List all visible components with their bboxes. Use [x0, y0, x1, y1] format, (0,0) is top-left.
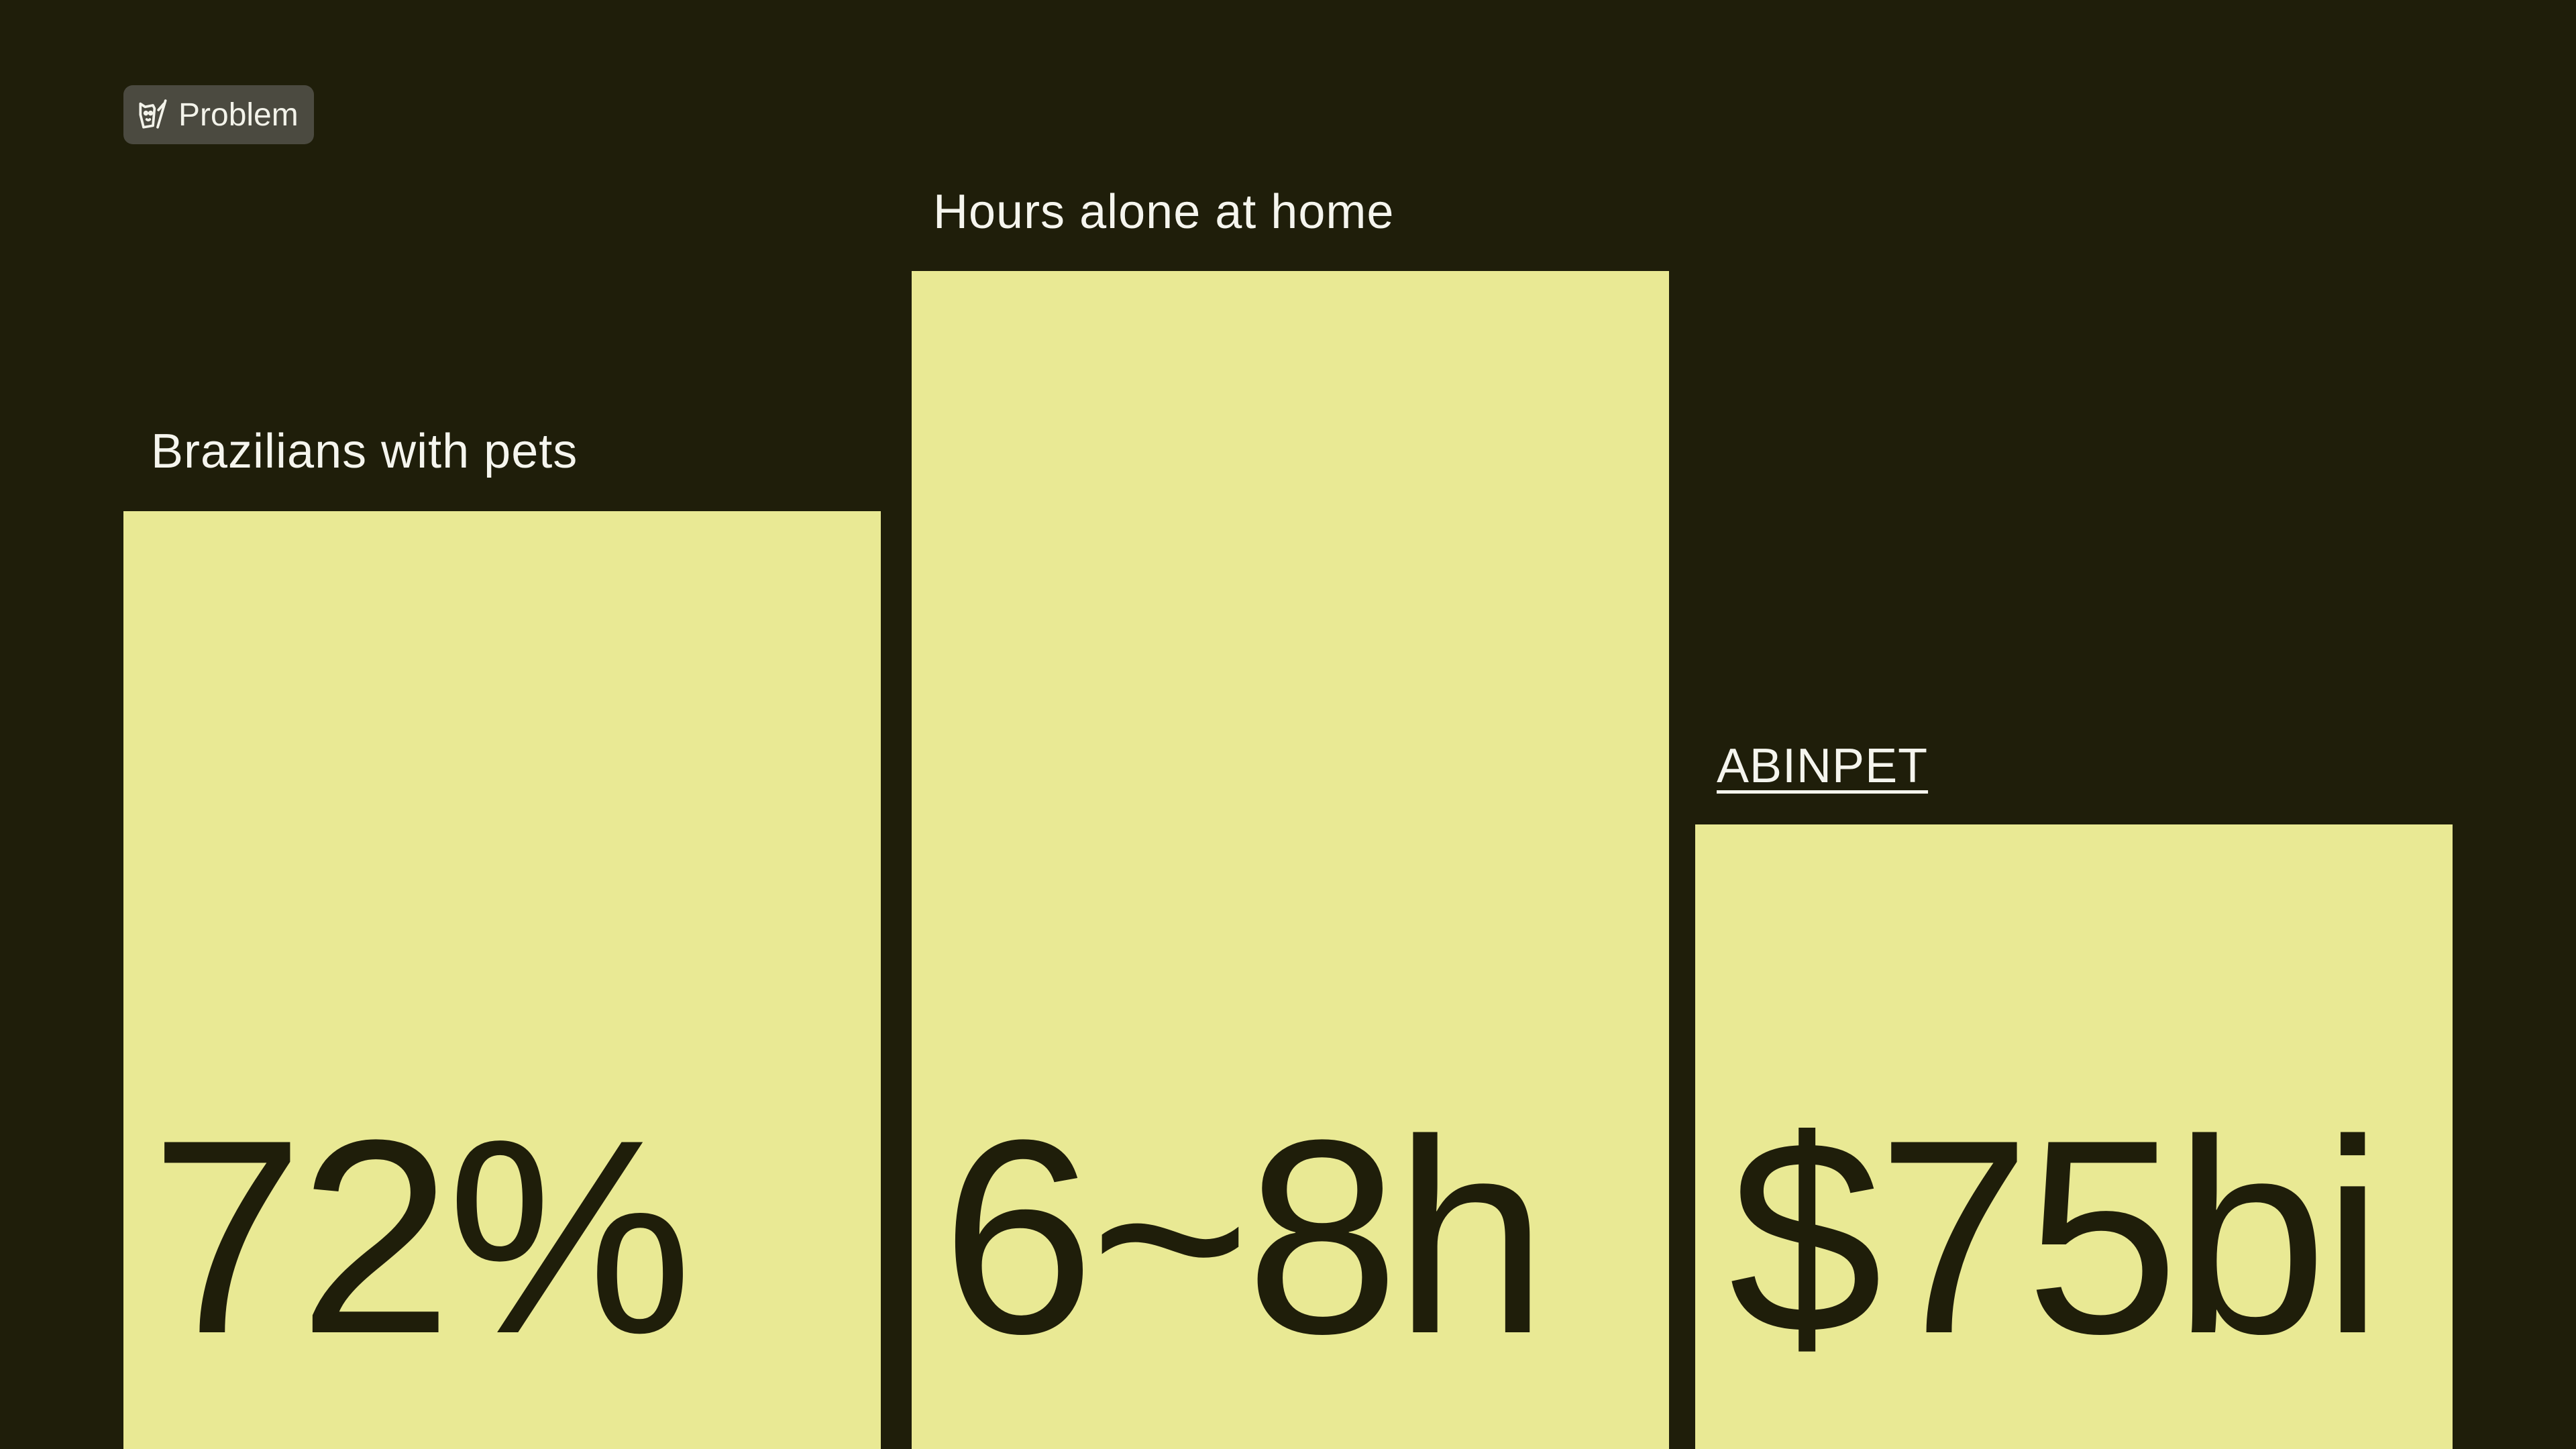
stat-card: $75bi — [1695, 824, 2453, 1449]
card-label: Hours alone at home — [933, 185, 1395, 239]
badge-label: Problem — [178, 97, 299, 133]
section-badge: Problem — [123, 85, 314, 144]
badge-icon — [139, 99, 167, 129]
stat-card: 72% — [123, 511, 881, 1449]
stat-value: $75bi — [1729, 1083, 2383, 1391]
card-label: Brazilians with pets — [151, 425, 578, 478]
source-link[interactable]: ABINPET — [1717, 739, 1929, 793]
stat-value: 6~8h — [941, 1083, 1548, 1391]
stat-card: 6~8h — [912, 271, 1669, 1449]
stat-value: 72% — [150, 1083, 693, 1391]
